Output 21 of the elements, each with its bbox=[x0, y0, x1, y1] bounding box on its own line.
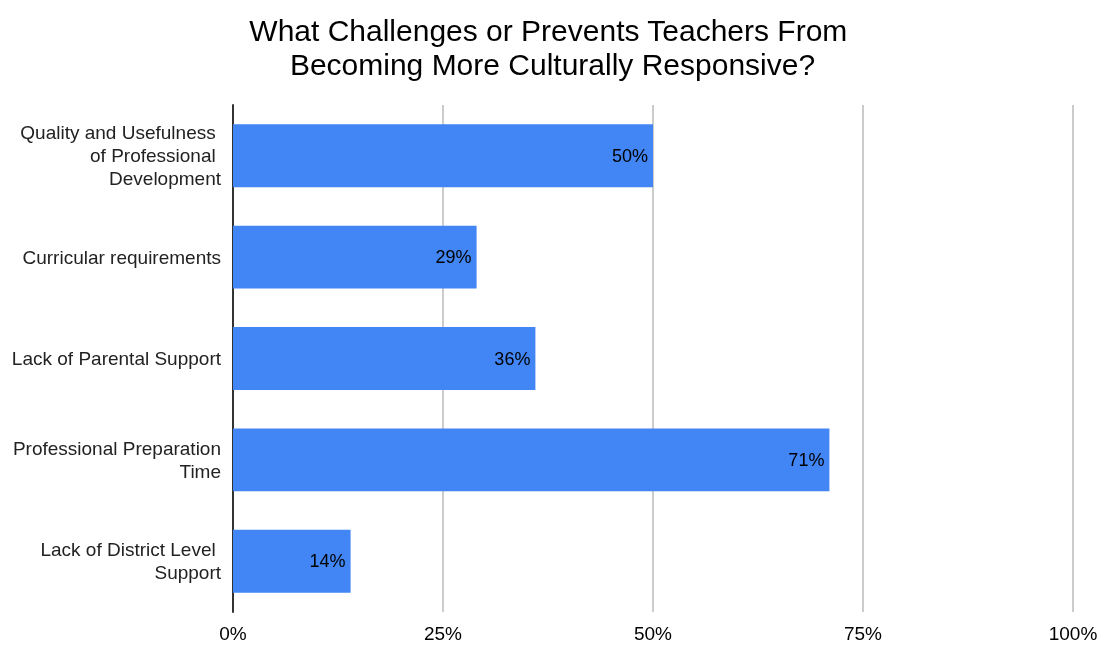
x-tick-label: 0% bbox=[219, 623, 247, 644]
y-tick-label: Curricular requirements bbox=[22, 246, 221, 268]
x-tick-label: 100% bbox=[1048, 623, 1098, 644]
bar bbox=[233, 124, 653, 188]
data-label: 29% bbox=[435, 247, 472, 268]
data-label: 50% bbox=[611, 145, 648, 166]
x-tick-label: 75% bbox=[843, 623, 883, 644]
y-tick-label: Professional Preparation Time bbox=[12, 437, 221, 482]
x-tick-label: 25% bbox=[423, 623, 463, 644]
data-label: 71% bbox=[788, 449, 825, 470]
y-tick-label: Quality and Usefulness of Professional Development bbox=[20, 122, 222, 190]
bar bbox=[233, 225, 477, 289]
chart-title: What Challenges or Prevents Teachers From Becoming More Culturally Responsive? bbox=[249, 13, 856, 81]
bar bbox=[233, 529, 351, 593]
bar bbox=[233, 327, 536, 390]
bar bbox=[233, 428, 830, 492]
y-tick-label: Lack of District Level Support bbox=[40, 539, 222, 584]
data-label: 36% bbox=[494, 348, 531, 369]
x-tick-label: 50% bbox=[633, 623, 673, 644]
y-tick-label: Lack of Parental Support bbox=[11, 348, 222, 369]
data-label: 14% bbox=[309, 551, 346, 572]
